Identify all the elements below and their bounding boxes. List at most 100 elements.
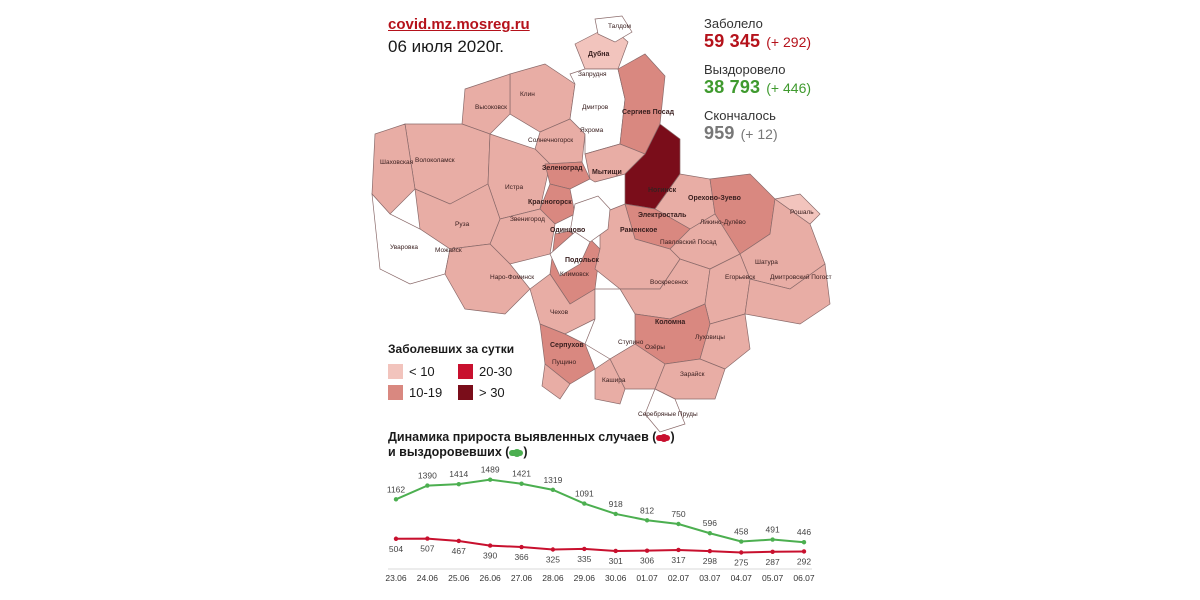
district-shapes [371, 15, 831, 433]
site-link[interactable]: covid.mz.mosreg.ru [388, 16, 530, 33]
x-tick-label: 06.07 [793, 573, 815, 583]
district-label: Раменское [620, 227, 657, 234]
legend-item-20-30: 20-30 [458, 364, 538, 379]
x-tick-label: 24.06 [417, 573, 439, 583]
cases-point [456, 538, 461, 544]
legend-item-gt30: > 30 [458, 385, 538, 400]
legend-label: > 30 [479, 385, 505, 400]
recovered-point [393, 497, 399, 502]
moscow-region-map: Дубна Талдом Запрудня Дмитров Яхрома Сергиев … [371, 15, 832, 433]
legend-title: Заболевших за сутки [388, 342, 515, 356]
moscow-city [569, 195, 611, 243]
cases-legend-marker [656, 433, 671, 442]
recovered-point [456, 481, 461, 487]
district-label: Серебряные Пруды [638, 410, 698, 418]
recovered-point [770, 537, 775, 542]
recovered-value-label: 1489 [481, 465, 500, 475]
district-label: Дмитров [582, 104, 609, 111]
district-label: Климовск [560, 271, 589, 278]
recovered-value-label: 491 [766, 525, 780, 535]
district-labels: Дубна Талдом Запрудня Дмитров Яхрома Сергиев … [380, 23, 832, 418]
district-label: Воскресенск [650, 279, 688, 286]
cases-point [801, 549, 807, 554]
legend-swatch [388, 385, 403, 400]
district-label: Клин [520, 91, 535, 98]
recovered-row: 38 793 (+ 446) [704, 77, 904, 98]
district-label: Одинцово [550, 227, 585, 234]
sick-row: 59 345 (+ 292) [704, 31, 904, 52]
chart-title-line2: и выздоровевших () [388, 445, 675, 460]
district-kashira [594, 358, 626, 405]
x-tick-label: 03.07 [699, 573, 721, 583]
x-tick-label: 29.06 [574, 573, 596, 583]
recovered-point [739, 539, 744, 544]
cases-value-label: 390 [483, 551, 497, 561]
district-zelenograd [544, 161, 591, 190]
chart-title-line1: Динамика прироста выявленных случаев () [388, 430, 675, 445]
cases-value-label: 275 [734, 558, 748, 568]
new-moscow [549, 231, 591, 277]
district-taldom [594, 15, 633, 43]
sick-label: Заболело [704, 16, 763, 31]
recovered-value-label: 1162 [387, 484, 406, 494]
dynamics-line-chart: 1162 1390 1414 1489 1421 1319 1091 918 812 750 596… [385, 465, 815, 583]
x-tick-label: 25.06 [448, 573, 470, 583]
cases-value-label: 301 [609, 556, 623, 566]
x-tick-label: 28.06 [542, 573, 564, 583]
sick-value: 59 345 [704, 31, 761, 51]
district-label: Павловский Посад [660, 238, 717, 246]
cases-value-label: 507 [420, 544, 434, 554]
x-tick-label: 04.07 [731, 573, 753, 583]
district-label: Яхрома [580, 127, 604, 134]
recovered-line [395, 478, 805, 544]
cases-point [613, 548, 618, 554]
district-label: Ликино-Дулёво [700, 219, 746, 226]
legend-swatch [388, 364, 403, 379]
district-label: Мытищи [592, 169, 622, 176]
legend-swatch [458, 364, 473, 379]
chart-title-line1-text: Динамика прироста выявленных случаев ( [388, 430, 657, 444]
deaths-value: 959 [704, 123, 735, 143]
district-label: Сергиев Посад [622, 109, 675, 116]
deaths-delta: (+ 12) [740, 126, 778, 142]
district-label: Ступино [618, 339, 644, 346]
chart-title: Динамика прироста выявленных случаев () … [388, 430, 675, 460]
recovered-point [487, 477, 493, 482]
recovered-point [707, 531, 713, 536]
district-label: Чехов [550, 309, 569, 316]
cases-value-label: 287 [766, 557, 780, 567]
district-pushchino [541, 363, 571, 400]
cases-point [739, 550, 744, 555]
district-label: Зарайск [680, 370, 705, 378]
recovered-legend-marker [509, 448, 524, 457]
recovered-value-label: 750 [671, 509, 685, 519]
recovered-point [425, 483, 430, 488]
cases-point [519, 544, 524, 550]
recovered-point [613, 511, 618, 517]
district-label: Красногорск [528, 199, 572, 206]
recovered-point [550, 487, 556, 493]
x-tick-label: 05.07 [762, 573, 784, 583]
chart-title-line2-end: ) [523, 445, 528, 459]
cases-point [393, 536, 399, 541]
district-label: Руза [455, 221, 470, 228]
cases-point [550, 547, 556, 552]
x-tick-label: 02.07 [668, 573, 690, 583]
district-label: Дубна [588, 50, 610, 58]
report-date: 06 июля 2020г. [388, 37, 505, 56]
recovered-value-label: 446 [797, 527, 811, 537]
recovered-point [582, 501, 587, 506]
stats-panel: Заболело 59 345 (+ 292) Выздоровело 38 7… [704, 16, 904, 154]
district-label: Волоколамск [415, 157, 455, 164]
recovered-delta: (+ 446) [766, 80, 812, 96]
cases-value-label: 306 [640, 556, 654, 566]
district-label: Подольск [565, 257, 599, 264]
district-serebryanye-prudy [644, 388, 686, 433]
cases-value-label: 325 [546, 555, 560, 565]
district-roshal [774, 193, 821, 225]
x-tick-label: 27.06 [511, 573, 533, 583]
cases-point [770, 549, 775, 554]
cases-value-label: 335 [577, 554, 591, 564]
district-label: Зеленоград [542, 165, 583, 172]
recovered-value-label: 596 [703, 518, 717, 528]
